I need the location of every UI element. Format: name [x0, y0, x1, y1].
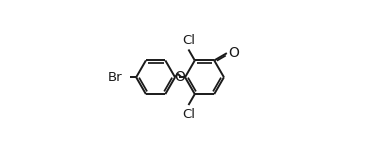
Text: O: O — [228, 46, 239, 60]
Text: Cl: Cl — [182, 34, 195, 47]
Text: O: O — [175, 70, 185, 84]
Text: Br: Br — [107, 71, 122, 84]
Text: Cl: Cl — [182, 108, 195, 121]
